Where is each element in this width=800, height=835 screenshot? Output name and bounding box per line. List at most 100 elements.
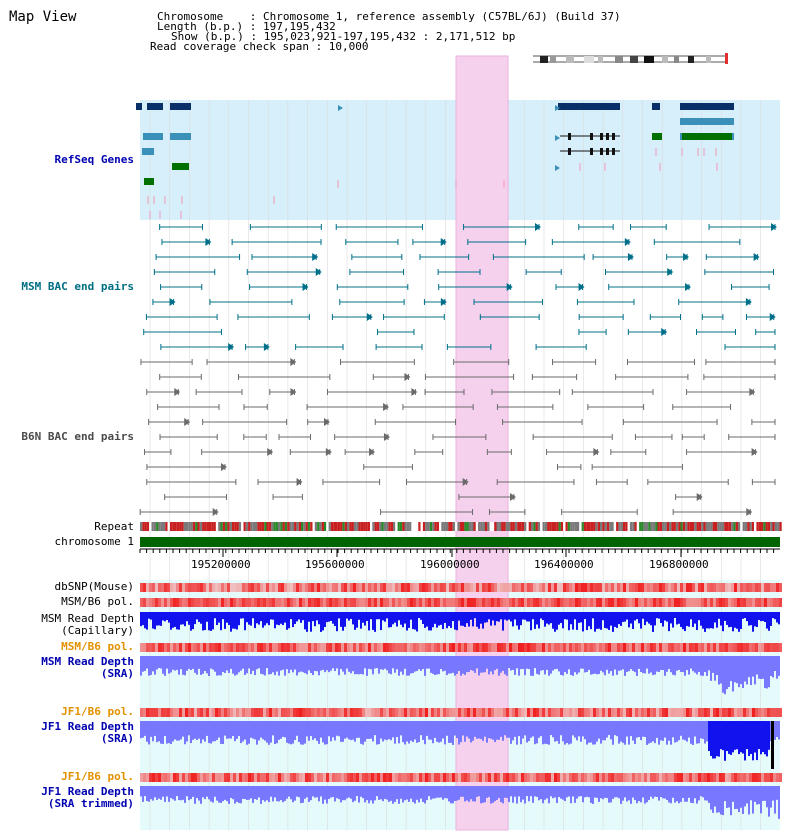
msm-b6-pol-heat-cell <box>323 598 326 607</box>
jf1-b6-pol-heat-cell <box>155 708 158 717</box>
jf1-b6-pol-heat-cell <box>701 708 704 717</box>
msm-b6-pol-heat-cell <box>470 598 473 607</box>
jf1-b6-pol-trim-heat-cell <box>524 773 527 782</box>
jf1-b6-pol-heat-cell <box>371 708 374 717</box>
repeat-segment <box>498 522 502 531</box>
jf1-b6-pol-heat-cell <box>635 708 638 717</box>
msm-depth-sra-bar <box>676 656 678 671</box>
repeat-segment <box>324 522 327 531</box>
msm-b6-pol-heat-cell <box>305 598 308 607</box>
msm-depth-capillary-bar <box>450 612 452 628</box>
jf1-depth-sra-bar <box>200 721 202 744</box>
jf1-b6-pol-heat-cell <box>575 708 578 717</box>
msm-depth-sra-bar <box>234 656 236 676</box>
dbsnp-heat-cell <box>590 583 593 592</box>
msm-b6-pol-sra-heat-cell <box>278 643 281 652</box>
jf1-depth-trimmed-bar <box>386 786 388 800</box>
msm-depth-capillary-bar <box>262 612 264 628</box>
msm-depth-sra-bar <box>528 656 530 670</box>
repeat-segment <box>347 522 350 531</box>
jf1-depth-sra-bar <box>230 721 232 739</box>
refseq-genes-label[interactable]: RefSeq Genes <box>54 153 134 166</box>
msm-b6-pol-heat-cell <box>422 598 425 607</box>
jf1-depth-sra-bar <box>344 721 346 739</box>
msm-b6-pol-sra-heat-cell <box>506 643 509 652</box>
jf1-b6-pol-trim-heat-cell <box>389 773 392 782</box>
msm-depth-capillary-bar <box>186 612 188 622</box>
msm-bac-label[interactable]: MSM BAC end pairs <box>21 280 134 293</box>
msm-depth-sra-bar <box>442 656 444 672</box>
ideogram-band <box>615 56 623 63</box>
refseq-exon <box>606 148 609 155</box>
msm-depth-capillary-bar <box>622 612 624 622</box>
jf1-depth-trimmed-bar <box>558 786 560 797</box>
jf1-depth-trimmed-bar <box>526 786 528 797</box>
dbsnp-heat-cell <box>722 583 725 592</box>
refseq-gene <box>652 133 662 140</box>
msm-b6-pol-sra-heat-cell <box>410 643 413 652</box>
jf1-b6-pol-heat-cell <box>704 708 707 717</box>
jf1-depth-sra-peak <box>752 721 754 761</box>
jf1-depth-sra-bar <box>270 721 272 743</box>
msm-b6-pol-sra-heat-cell <box>629 643 632 652</box>
msm-depth-capillary-bar <box>720 612 722 626</box>
dbsnp-heat-cell <box>365 583 368 592</box>
msm-b6-pol-heat-cell <box>368 598 371 607</box>
dbsnp-heat-cell <box>581 583 584 592</box>
msm-b6-pol-sra-heat-cell <box>329 643 332 652</box>
repeat-segment <box>218 522 221 531</box>
jf1-depth-sra-bar <box>668 721 670 741</box>
msm-depth-sra-bar <box>522 656 524 669</box>
dbsnp-heat-cell <box>533 583 536 592</box>
msm-depth-sra-bar <box>306 656 308 675</box>
msm-depth-capillary-bar <box>606 612 608 629</box>
msm-b6-pol-heat-cell <box>602 598 605 607</box>
jf1-depth-sra-bar <box>484 721 486 737</box>
jf1-depth-sra-bar <box>256 721 258 745</box>
msm-depth-sra-bar <box>722 656 724 693</box>
repeat-segment <box>570 522 573 531</box>
msm-depth-sra-bar <box>228 656 230 673</box>
jf1-depth-sra-bar <box>206 721 208 736</box>
msm-depth-capillary-bar <box>242 612 244 619</box>
jf1-b6-pol-trim-heat-cell <box>569 773 572 782</box>
dbsnp-heat-cell <box>404 583 407 592</box>
refseq-gene <box>136 103 142 110</box>
jf1-b6-pol-label: JF1/B6 pol. <box>61 705 134 718</box>
msm-b6-pol-sra-heat-cell <box>440 643 443 652</box>
msm-b6-pol-heat-cell <box>347 598 350 607</box>
msm-bac-pair-marker <box>440 238 447 246</box>
dbsnp-heat-cell <box>683 583 686 592</box>
jf1-b6-pol-trim-heat-cell <box>755 773 758 782</box>
msm-depth-sra-bar <box>664 656 666 676</box>
msm-depth-sra-bar <box>624 656 626 676</box>
jf1-depth-trimmed-bar <box>336 786 338 799</box>
msm-depth-sra-bar <box>240 656 242 671</box>
dbsnp-heat-cell <box>230 583 233 592</box>
jf1-b6-pol-trim-heat-cell <box>587 773 590 782</box>
msm-b6-pol-heat-cell <box>614 598 617 607</box>
jf1-b6-pol-trim-heat-cell <box>506 773 509 782</box>
msm-depth-capillary-bar <box>610 612 612 626</box>
repeat-segment <box>275 522 278 531</box>
b6n-bac-pair-marker <box>383 403 390 411</box>
msm-bac-pair-marker <box>169 298 176 306</box>
msm-b6-pol-heat-cell <box>746 598 749 607</box>
dbsnp-heat-cell <box>503 583 506 592</box>
dbsnp-heat-cell <box>776 583 779 592</box>
jf1-b6-pol-heat-cell <box>533 708 536 717</box>
dbsnp-heat-cell <box>713 583 716 592</box>
msm-b6-pol-sra-heat-cell <box>680 643 683 652</box>
repeat-segment <box>471 522 474 531</box>
repeat-segment <box>751 522 755 531</box>
msm-depth-capillary-bar <box>256 612 258 624</box>
msm-depth-sra-bar <box>614 656 616 670</box>
b6n-bac-pair-marker <box>174 388 181 396</box>
dbsnp-heat-cell <box>584 583 587 592</box>
repeat-segment <box>360 522 364 531</box>
jf1-depth-sra-bar <box>666 721 668 745</box>
jf1-depth-sra-bar <box>368 721 370 739</box>
b6n-bac-label[interactable]: B6N BAC end pairs <box>21 430 134 443</box>
msm-depth-capillary-bar <box>404 612 406 624</box>
